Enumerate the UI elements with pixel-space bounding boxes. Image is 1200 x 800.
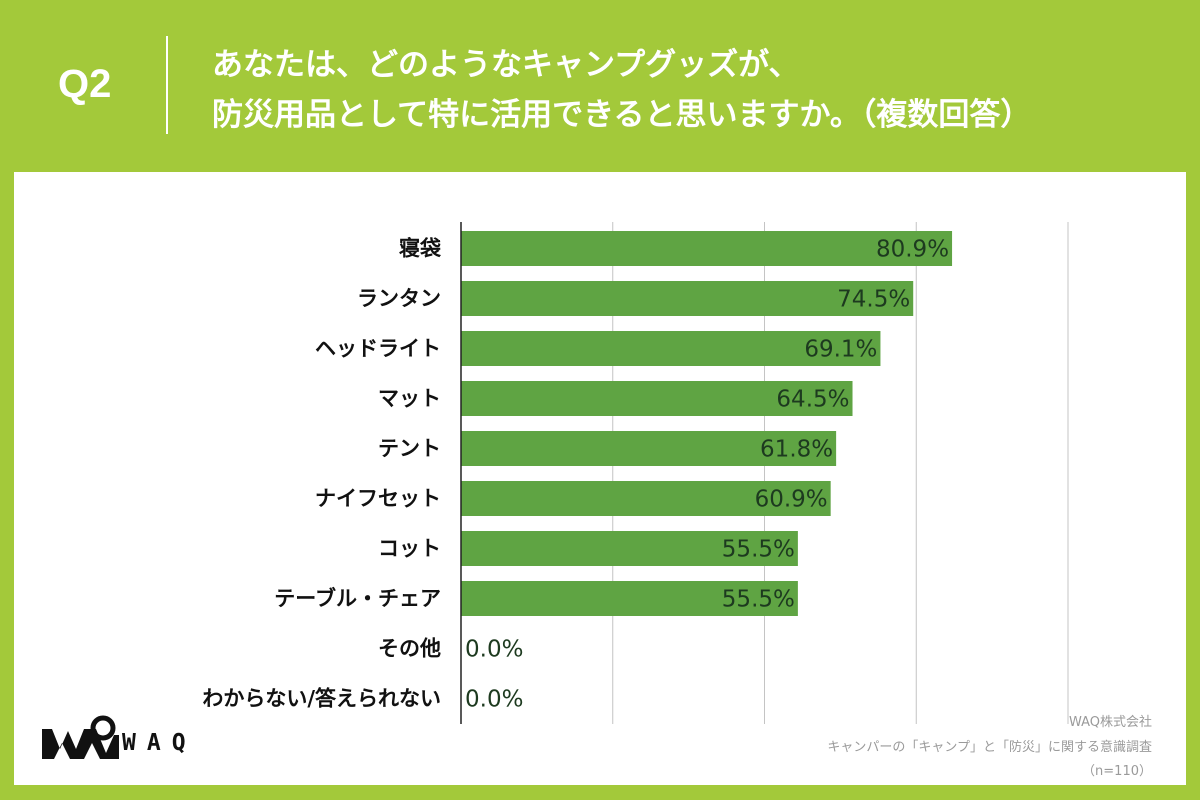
credit-survey: キャンパーの「キャンプ」と「防災」に関する意識調査 [827,740,1152,755]
value-label: 80.9% [876,237,949,263]
credit-company: WAQ株式会社 [1068,715,1152,730]
value-label: 74.5% [837,287,910,313]
category-label: ナイフセット [315,487,441,511]
value-label: 0.0% [465,637,523,663]
bar [461,531,798,566]
category-label: テント [378,437,441,461]
waq-logo-icon [40,715,120,769]
value-label: 55.5% [722,537,795,563]
category-label: ランタン [357,287,441,311]
category-label: 寝袋 [399,237,442,261]
category-label: マット [378,387,441,411]
bar [461,481,831,516]
category-label: テーブル・チェア [274,587,441,611]
category-label: その他 [378,637,441,661]
bar [461,281,914,316]
question-title: あなたは、どのようなキャンプグッズが、 防災用品として特に活用できると思いますか… [212,40,1031,140]
value-label: 0.0% [465,687,523,713]
question-title-line1: あなたは、どのようなキャンプグッズが、 [212,47,800,83]
header-divider [166,36,168,134]
category-label: わからない/答えられない [202,687,441,711]
value-label: 55.5% [722,587,795,613]
chart-panel [14,172,1186,785]
value-label: 69.1% [804,337,877,363]
logo-text: WAQ [122,730,197,756]
category-label: ヘッドライト [315,337,441,361]
bar [461,581,798,616]
value-label: 64.5% [776,387,849,413]
value-label: 61.8% [760,437,833,463]
bar [461,331,881,366]
bar [461,431,837,466]
bar [461,231,953,266]
credit-sample: （n=110） [1082,764,1152,779]
category-label: コット [378,537,441,561]
question-number: Q2 [58,62,112,106]
value-label: 60.9% [755,487,828,513]
bar [461,381,853,416]
question-title-line2: 防災用品として特に活用できると思いますか。（複数回答） [212,97,1032,133]
